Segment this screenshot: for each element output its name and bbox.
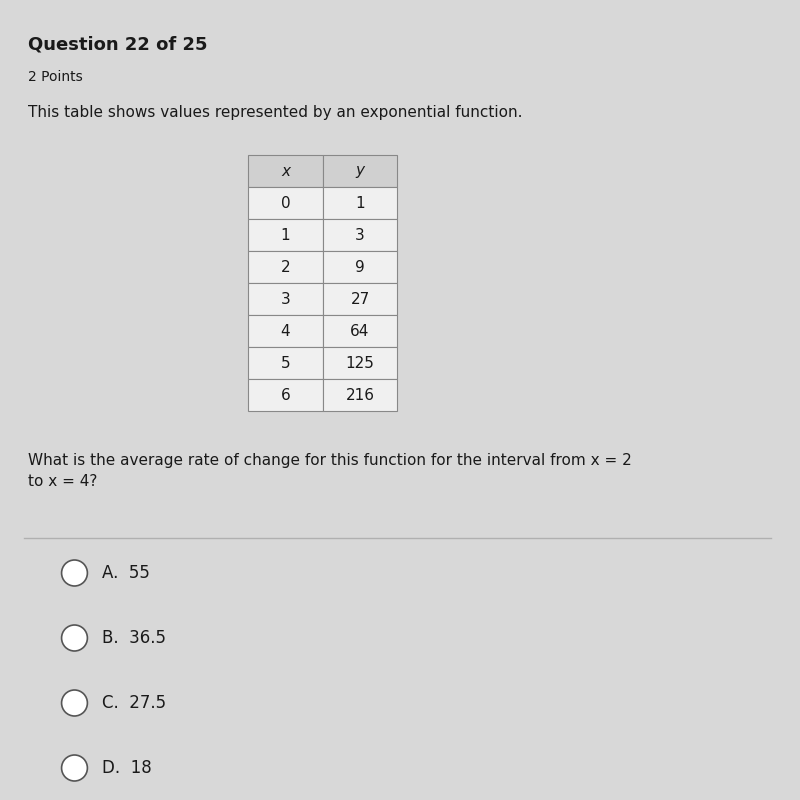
Text: 125: 125 bbox=[346, 355, 374, 370]
Text: 9: 9 bbox=[355, 259, 365, 274]
Text: 6: 6 bbox=[281, 387, 290, 402]
Circle shape bbox=[62, 755, 87, 781]
Text: This table shows values represented by an exponential function.: This table shows values represented by a… bbox=[28, 105, 522, 120]
Text: 0: 0 bbox=[281, 195, 290, 210]
Text: 27: 27 bbox=[350, 291, 370, 306]
Text: y: y bbox=[355, 163, 365, 178]
Circle shape bbox=[62, 690, 87, 716]
Text: 3: 3 bbox=[281, 291, 290, 306]
Bar bbox=[248, 347, 322, 379]
Text: 216: 216 bbox=[346, 387, 374, 402]
Bar bbox=[248, 283, 322, 315]
Text: C.  27.5: C. 27.5 bbox=[102, 694, 166, 712]
Text: 5: 5 bbox=[281, 355, 290, 370]
Bar bbox=[322, 219, 398, 251]
Circle shape bbox=[62, 625, 87, 651]
Bar bbox=[322, 283, 398, 315]
Text: Question 22 of 25: Question 22 of 25 bbox=[28, 35, 207, 53]
Bar bbox=[248, 379, 322, 411]
Bar bbox=[322, 315, 398, 347]
Bar bbox=[248, 219, 322, 251]
Text: What is the average rate of change for this function for the interval from x = 2: What is the average rate of change for t… bbox=[28, 453, 631, 489]
Bar bbox=[248, 251, 322, 283]
Text: 4: 4 bbox=[281, 323, 290, 338]
Text: 64: 64 bbox=[350, 323, 370, 338]
Bar bbox=[248, 155, 322, 187]
Text: A.  55: A. 55 bbox=[102, 564, 150, 582]
Circle shape bbox=[62, 560, 87, 586]
Text: 2: 2 bbox=[281, 259, 290, 274]
Bar bbox=[322, 379, 398, 411]
Bar bbox=[322, 155, 398, 187]
Text: x: x bbox=[281, 163, 290, 178]
Text: 3: 3 bbox=[355, 227, 365, 242]
Bar bbox=[322, 347, 398, 379]
Text: 1: 1 bbox=[281, 227, 290, 242]
Bar bbox=[322, 251, 398, 283]
Text: 1: 1 bbox=[355, 195, 365, 210]
Bar bbox=[322, 187, 398, 219]
Text: D.  18: D. 18 bbox=[102, 759, 152, 777]
Text: B.  36.5: B. 36.5 bbox=[102, 629, 166, 647]
Text: 2 Points: 2 Points bbox=[28, 70, 82, 84]
Bar bbox=[248, 187, 322, 219]
Bar bbox=[248, 315, 322, 347]
